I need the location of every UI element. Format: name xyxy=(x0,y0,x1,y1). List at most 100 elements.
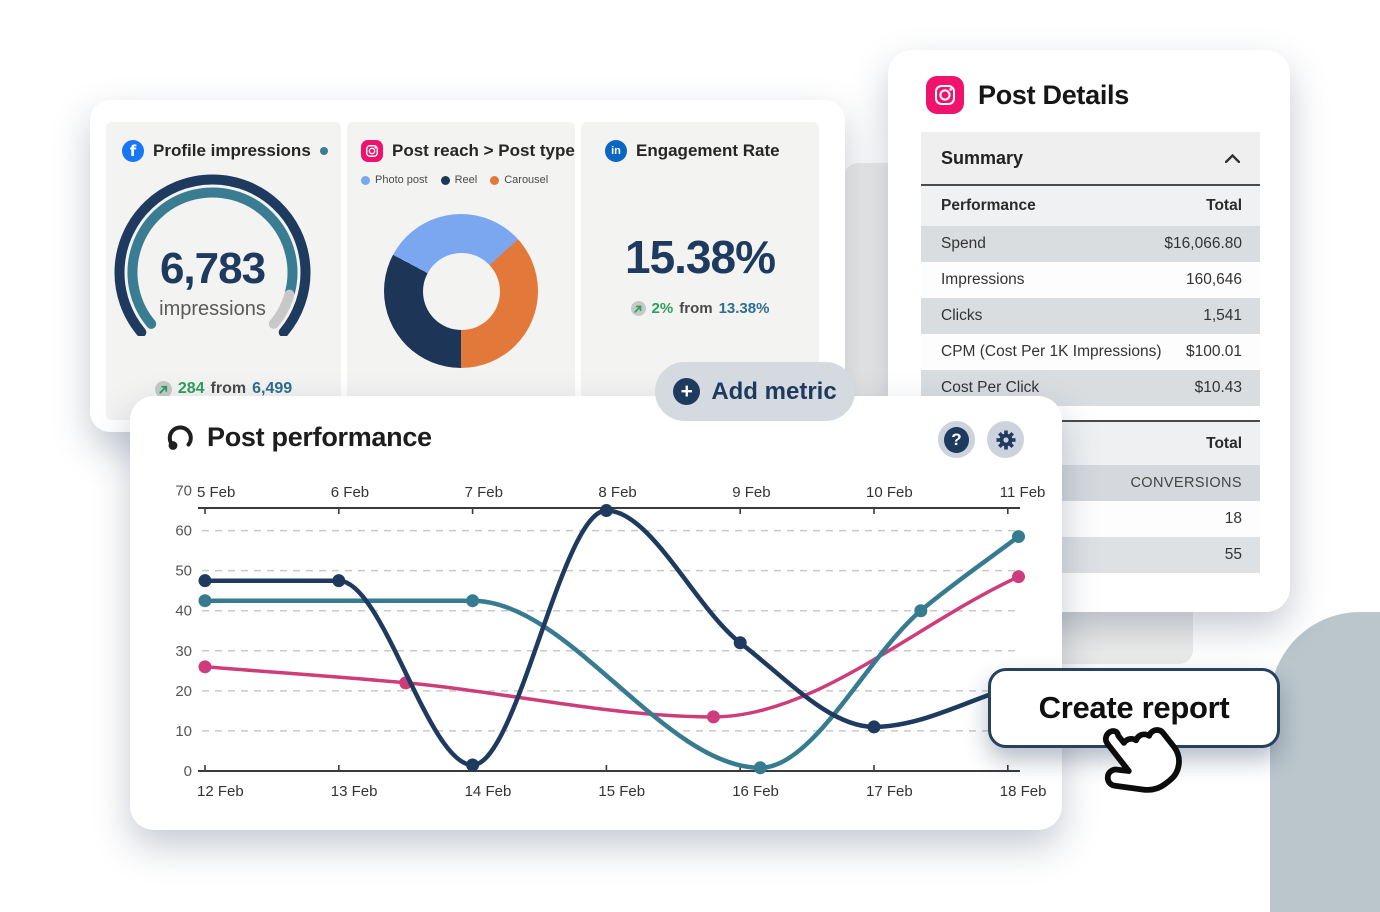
gear-icon xyxy=(996,430,1015,449)
donut-legend: Photo post Reel Carousel xyxy=(361,174,548,186)
svg-text:11 Feb: 11 Feb xyxy=(1000,484,1046,501)
svg-text:20: 20 xyxy=(175,683,192,700)
decor-corner-blob xyxy=(1270,612,1380,912)
table-row: Spend $16,066.80 xyxy=(921,226,1260,262)
status-dot xyxy=(319,147,328,155)
post-type-donut-chart xyxy=(384,214,538,368)
svg-text:10 Feb: 10 Feb xyxy=(866,484,913,501)
tile-title: Profile impressions xyxy=(153,141,311,160)
impressions-unit: impressions xyxy=(159,298,266,320)
svg-text:9 Feb: 9 Feb xyxy=(732,484,770,501)
svg-text:70: 70 xyxy=(175,483,192,500)
legend-label: Carousel xyxy=(504,174,549,186)
svg-text:10: 10 xyxy=(175,723,192,740)
svg-text:7 Feb: 7 Feb xyxy=(465,484,503,501)
row-label: Clicks xyxy=(941,307,983,324)
delta-from: from xyxy=(679,300,713,317)
instagram-icon xyxy=(926,76,964,114)
tile-header: in Engagement Rate xyxy=(581,140,819,162)
trend-up-icon xyxy=(154,380,172,398)
svg-text:50: 50 xyxy=(175,563,192,580)
add-metric-button[interactable]: + Add metric xyxy=(655,362,855,421)
legend-item: Photo post xyxy=(361,174,428,186)
settings-button[interactable] xyxy=(987,421,1024,458)
row-value: $10.43 xyxy=(1194,379,1242,396)
legend-label: Reel xyxy=(454,174,478,186)
row-value: 160,646 xyxy=(1185,271,1242,288)
legend-dot-reel xyxy=(440,175,450,185)
delta-amount: 284 xyxy=(177,380,205,397)
post-performance-line-chart: 5 Feb 6 Feb 7 Feb 8 Feb 9 Feb 10 Feb 11 Feb 12 … xyxy=(175,483,1047,800)
impressions-value: 6,783 xyxy=(159,244,266,293)
chevron-up-icon[interactable] xyxy=(1225,153,1240,163)
marketing-dashboard: Post Details Summary Performance Total S… xyxy=(106,50,1380,912)
help-button[interactable]: ? xyxy=(938,421,975,458)
row-label: CPM (Cost Per 1K Impressions) xyxy=(941,343,1162,360)
svg-text:18 Feb: 18 Feb xyxy=(1000,783,1047,800)
svg-text:16 Feb: 16 Feb xyxy=(732,783,779,800)
legend-dot-carousel xyxy=(490,175,500,185)
impressions-gauge xyxy=(114,174,311,336)
col-total: Total xyxy=(1206,434,1242,452)
row-value: $100.01 xyxy=(1185,343,1242,360)
question-icon: ? xyxy=(944,426,969,453)
svg-text:14 Feb: 14 Feb xyxy=(465,783,512,800)
row-label: Spend xyxy=(941,235,986,252)
linkedin-icon: in xyxy=(605,140,627,162)
row-value: 18 xyxy=(1224,510,1242,527)
svg-text:6 Feb: 6 Feb xyxy=(331,484,369,501)
row-value: 55 xyxy=(1224,546,1242,563)
col-performance: Performance xyxy=(941,197,1036,214)
tile-post-reach: Post reach > Post type Photo post Reel C… xyxy=(347,122,575,420)
tile-engagement-rate: in Engagement Rate 15.38% 2% from 13.38% xyxy=(581,122,819,420)
post-details-card: Post Details Summary Performance Total S… xyxy=(888,50,1290,612)
create-report-label: Create report xyxy=(1038,690,1230,725)
legend-item: Reel xyxy=(440,174,478,186)
post-details-header: Post Details xyxy=(926,76,1129,114)
delta-amount: 2% xyxy=(651,300,674,317)
tile-title: Post reach > Post type xyxy=(392,141,575,160)
svg-text:5 Feb: 5 Feb xyxy=(197,484,235,501)
svg-text:0: 0 xyxy=(184,763,192,780)
performance-gauge-icon xyxy=(163,422,195,459)
svg-text:30: 30 xyxy=(175,643,192,660)
svg-text:40: 40 xyxy=(175,603,192,620)
trend-up-icon xyxy=(630,301,646,316)
impressions-delta: 284 from 6,499 xyxy=(106,380,341,398)
tile-title: Engagement Rate xyxy=(636,141,780,160)
row-label: Impressions xyxy=(941,271,1025,288)
hand-cursor-icon xyxy=(1102,727,1182,793)
delta-previous: 6,499 xyxy=(252,380,293,397)
legend-label: Photo post xyxy=(375,174,428,186)
delta-from: from xyxy=(210,380,247,397)
table-row: Clicks 1,541 xyxy=(921,298,1260,334)
summary-label: Summary xyxy=(941,147,1024,168)
tile-profile-impressions: f Profile impressions 6,783 impressions … xyxy=(106,122,341,420)
svg-text:12 Feb: 12 Feb xyxy=(197,783,244,800)
row-value: $16,066.80 xyxy=(1164,235,1242,252)
post-details-title: Post Details xyxy=(978,79,1129,110)
row-value: 1,541 xyxy=(1203,307,1242,324)
table-row: CPM (Cost Per 1K Impressions) $100.01 xyxy=(921,334,1260,370)
delta-previous: 13.38% xyxy=(718,300,770,317)
svg-text:13 Feb: 13 Feb xyxy=(331,783,378,800)
svg-text:17 Feb: 17 Feb xyxy=(866,783,913,800)
post-performance-title: Post performance xyxy=(207,422,432,452)
summary-section-header[interactable]: Summary xyxy=(921,132,1260,186)
svg-text:15 Feb: 15 Feb xyxy=(598,783,645,800)
row-label: Cost Per Click xyxy=(941,379,1040,396)
plus-icon: + xyxy=(673,378,701,405)
engagement-rate-value: 15.38% xyxy=(624,231,776,283)
legend-item: Carousel xyxy=(490,174,548,186)
legend-dot-photo-post xyxy=(361,175,370,185)
engagement-delta: 2% from 13.38% xyxy=(581,300,819,317)
svg-text:60: 60 xyxy=(175,523,192,540)
table-header-row: Performance Total xyxy=(921,186,1260,226)
facebook-icon: f xyxy=(122,140,144,162)
tile-header: Post reach > Post type xyxy=(347,140,575,162)
table-row: Impressions 160,646 xyxy=(921,262,1260,298)
col-total: Total xyxy=(1206,197,1242,214)
svg-text:8 Feb: 8 Feb xyxy=(598,484,636,501)
instagram-icon xyxy=(361,140,383,162)
post-performance-card: Post performance ? 5 Feb 6 Feb 7 Feb 8 Feb 9… xyxy=(130,396,1062,830)
